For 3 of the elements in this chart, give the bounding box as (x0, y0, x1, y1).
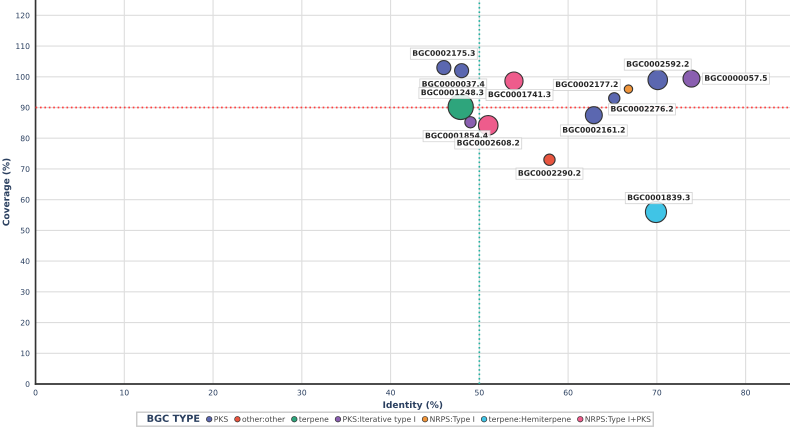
y-axis-title: Coverage (%) (2, 158, 12, 226)
legend-title: BGC TYPE (148, 414, 200, 422)
x-axis-title: Identity (%) (383, 401, 442, 410)
